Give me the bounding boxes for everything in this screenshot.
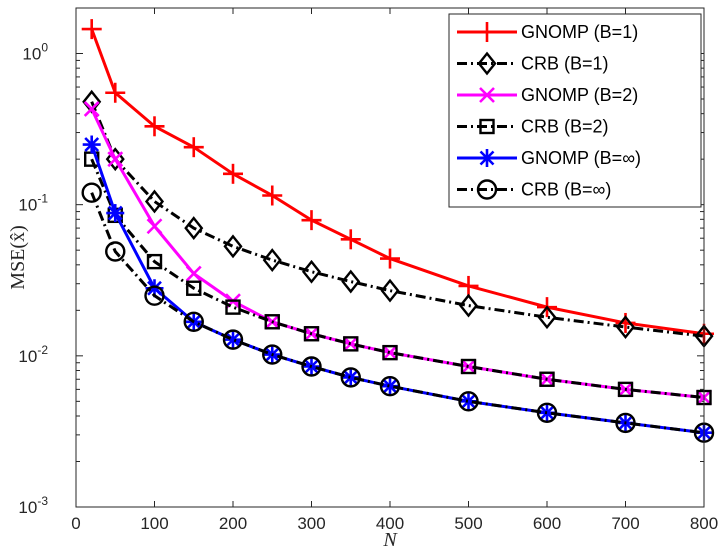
legend-label: CRB (B=∞)	[521, 180, 611, 200]
data-point	[83, 100, 100, 117]
data-point	[539, 371, 555, 387]
x-tick-label: 400	[376, 514, 404, 533]
data-point	[144, 285, 165, 306]
data-point	[537, 305, 557, 330]
data-point	[144, 116, 165, 137]
series-6	[81, 182, 715, 443]
legend-marker	[476, 179, 498, 200]
axes-box	[75, 7, 705, 508]
y-axis-label: MSE(x̂)	[7, 225, 29, 289]
x-tick-label: 100	[140, 514, 168, 533]
data-point	[225, 299, 241, 315]
legend-entry: CRB (B=2)	[457, 117, 609, 137]
legend-label: GNOMP (B=1)	[521, 22, 638, 42]
data-point	[301, 259, 322, 284]
data-point	[343, 336, 359, 352]
data-point	[107, 151, 124, 168]
data-point	[82, 135, 101, 154]
data-point	[341, 269, 361, 294]
x-tick-label: 500	[454, 514, 482, 533]
data-point	[146, 253, 163, 270]
series-line	[90, 192, 705, 435]
data-point	[458, 293, 479, 318]
legend-marker	[477, 51, 497, 76]
data-point	[264, 314, 280, 330]
data-point	[81, 182, 102, 203]
data-point	[105, 82, 126, 103]
data-point	[185, 265, 202, 282]
data-point	[183, 137, 204, 158]
data-point	[301, 356, 322, 377]
data-point	[105, 241, 126, 262]
data-point	[106, 204, 125, 223]
data-point	[303, 326, 320, 342]
data-point	[186, 280, 202, 296]
series-2	[82, 89, 714, 349]
data-point	[146, 218, 163, 235]
data-point	[262, 185, 283, 206]
data-point	[223, 163, 243, 184]
legend-marker	[479, 118, 495, 135]
x-axis-label: N	[382, 529, 398, 551]
x-tick-label: 600	[533, 514, 561, 533]
data-point	[222, 329, 244, 350]
x-tick-label: 300	[297, 514, 325, 533]
data-point	[342, 335, 359, 352]
legend-label: CRB (B=2)	[521, 117, 609, 137]
data-point	[382, 344, 398, 361]
data-point	[223, 234, 243, 259]
data-point	[382, 344, 398, 361]
data-point	[183, 311, 204, 332]
legend-label: GNOMP (B=∞)	[521, 148, 641, 168]
legend-box	[448, 13, 702, 208]
data-point	[615, 315, 636, 339]
x-tick-label: 800	[690, 514, 718, 533]
legend-entry: GNOMP (B=∞)	[457, 148, 641, 168]
legend: GNOMP (B=1) CRB (B=1) GNOMP (B=2) CRB (B=2)…	[448, 13, 702, 208]
data-point	[458, 391, 479, 412]
data-point	[144, 189, 165, 214]
legend-label: CRB (B=1)	[521, 54, 609, 74]
x-tick-label: 200	[219, 514, 247, 533]
data-point	[460, 358, 477, 375]
data-point	[105, 147, 125, 172]
series-group	[81, 19, 715, 443]
legend-entry: GNOMP (B=2)	[457, 85, 638, 105]
data-point	[380, 248, 400, 269]
data-point	[224, 330, 242, 349]
data-point	[301, 210, 322, 231]
data-point	[617, 381, 634, 398]
x-tick-label: 0	[71, 514, 80, 533]
data-point	[184, 216, 204, 241]
data-point	[262, 248, 282, 272]
legend-marker	[478, 149, 496, 167]
series-line	[90, 158, 705, 400]
legend-marker	[479, 87, 495, 103]
legend-entry: CRB (B=1)	[457, 51, 609, 76]
legend-entry: CRB (B=∞)	[457, 179, 611, 200]
legend-marker	[477, 22, 497, 42]
legend-entry: GNOMP (B=1)	[457, 22, 638, 42]
data-point	[262, 344, 283, 365]
x-tick-label: 700	[611, 514, 639, 533]
data-point	[81, 19, 102, 40]
data-point	[536, 402, 558, 423]
data-point	[340, 229, 361, 250]
data-point	[458, 275, 479, 296]
data-point	[380, 278, 400, 303]
data-point	[615, 412, 636, 434]
data-point	[340, 367, 361, 388]
data-point	[379, 375, 401, 397]
legend-label: GNOMP (B=2)	[521, 85, 638, 105]
